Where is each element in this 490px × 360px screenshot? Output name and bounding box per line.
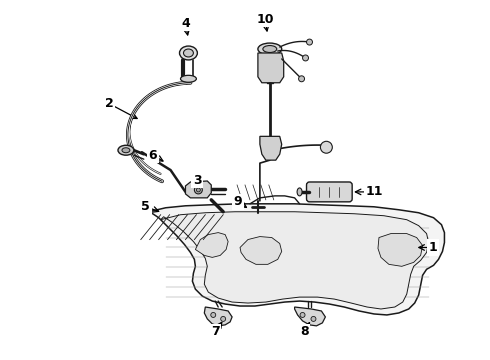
Ellipse shape <box>180 75 196 82</box>
Circle shape <box>298 76 305 82</box>
Polygon shape <box>378 234 422 266</box>
Text: 6: 6 <box>148 149 157 162</box>
Circle shape <box>311 316 316 321</box>
Circle shape <box>195 186 202 194</box>
Circle shape <box>300 312 305 318</box>
Text: 1: 1 <box>428 241 437 254</box>
Polygon shape <box>260 136 282 160</box>
Ellipse shape <box>258 43 282 55</box>
FancyBboxPatch shape <box>307 182 352 202</box>
Circle shape <box>320 141 332 153</box>
Polygon shape <box>149 204 444 315</box>
Polygon shape <box>185 181 211 198</box>
Ellipse shape <box>122 148 130 153</box>
Ellipse shape <box>263 46 277 53</box>
Ellipse shape <box>297 188 302 196</box>
Text: 11: 11 <box>365 185 383 198</box>
Text: 4: 4 <box>181 17 190 30</box>
Polygon shape <box>240 237 282 264</box>
Text: 7: 7 <box>211 325 220 338</box>
Circle shape <box>211 312 216 318</box>
Polygon shape <box>161 212 429 309</box>
Circle shape <box>302 55 309 61</box>
Text: 2: 2 <box>105 97 113 110</box>
Text: 9: 9 <box>234 195 243 208</box>
Circle shape <box>220 316 226 321</box>
Ellipse shape <box>179 46 197 60</box>
Circle shape <box>196 188 200 192</box>
Ellipse shape <box>118 145 134 155</box>
Polygon shape <box>196 233 228 257</box>
Text: 8: 8 <box>300 325 309 338</box>
Polygon shape <box>204 307 232 326</box>
Text: 3: 3 <box>193 174 202 186</box>
Text: 10: 10 <box>256 13 273 26</box>
Polygon shape <box>258 53 284 83</box>
Ellipse shape <box>183 49 194 57</box>
Polygon shape <box>294 307 325 326</box>
Text: 5: 5 <box>142 200 150 213</box>
Circle shape <box>307 39 313 45</box>
